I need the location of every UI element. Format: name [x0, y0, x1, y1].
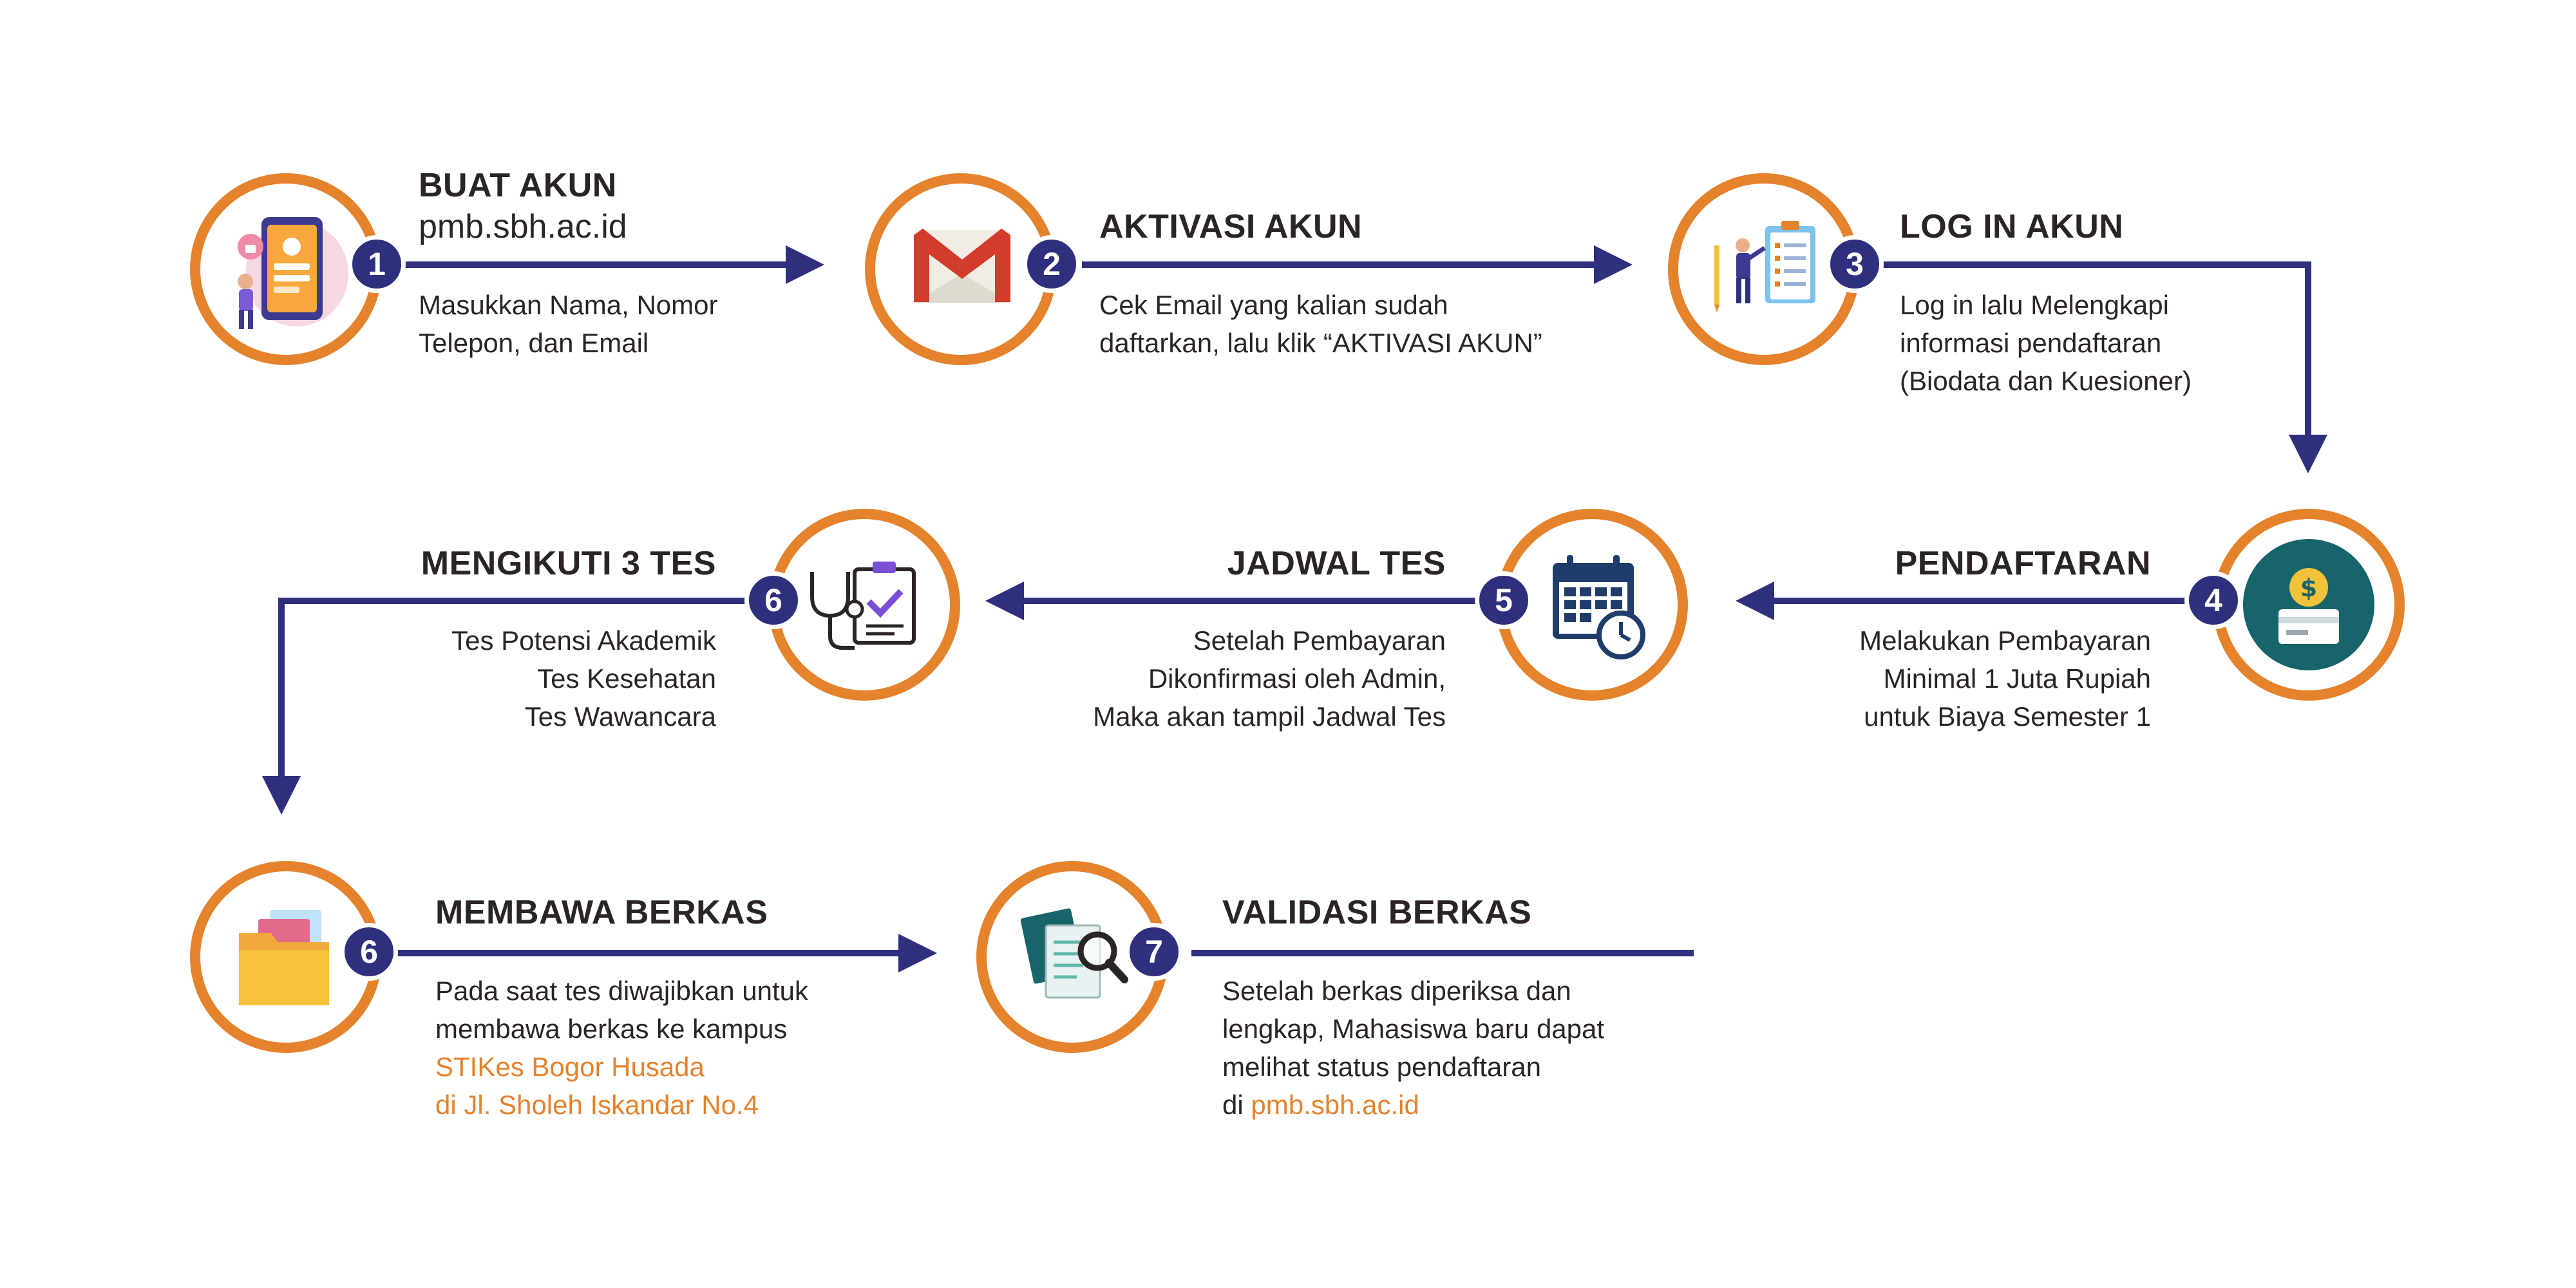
step-1-desc-line: Masukkan Nama, Nomor — [419, 290, 718, 320]
step-7-desc-prefix: di — [1222, 1090, 1251, 1120]
step-5-number: 5 — [1475, 571, 1533, 629]
step-7-desc-line: melihat status pendaftaran — [1222, 1052, 1541, 1082]
arrow-3-to-4 — [1880, 261, 2327, 473]
step-4-desc-line: Melakukan Pembayaran — [1859, 625, 2151, 656]
step-7-desc-line: lengkap, Mahasiswa baru dapat — [1222, 1014, 1605, 1044]
step-1-title: BUAT AKUN — [419, 167, 617, 204]
step-6b-title: MEMBAWA BERKAS — [435, 894, 768, 931]
step-6-desc-line: Tes Wawancara — [524, 701, 716, 732]
step-4-number: 4 — [2184, 571, 2242, 629]
step-1-desc-line: Telepon, dan Email — [419, 328, 649, 358]
step-4-desc-line: Minimal 1 Juta Rupiah — [1883, 663, 2151, 694]
step-2-desc-line: daftarkan, lalu klik “AKTIVASI AKUN” — [1099, 328, 1542, 358]
svg-text:$: $ — [2300, 574, 2317, 602]
step-3-number: 3 — [1826, 235, 1884, 293]
step-6b-desc-line: membawa berkas ke kampus — [435, 1014, 788, 1044]
payment-icon: $ — [2243, 539, 2374, 670]
calendar-clock-icon — [1553, 555, 1645, 659]
step-2-title: AKTIVASI AKUN — [1099, 208, 1363, 245]
step-6b-desc-line: Pada saat tes diwajibkan untuk — [435, 976, 809, 1006]
step-3-desc-line: (Biodata dan Kuesioner) — [1900, 366, 2192, 396]
step-7-url-link[interactable]: pmb.sbh.ac.id — [1251, 1090, 1419, 1120]
step-6-desc-line: Tes Kesehatan — [537, 663, 716, 694]
stethoscope-clipboard-icon — [810, 562, 916, 650]
step-3-desc-line: informasi pendaftaran — [1900, 328, 2162, 358]
step-2-number: 2 — [1023, 235, 1081, 293]
clipboard-person-icon — [1714, 221, 1815, 312]
step-7-title: VALIDASI BERKAS — [1222, 894, 1532, 931]
step-6b-description: Pada saat tes diwajibkan untuk membawa b… — [435, 972, 808, 1124]
document-search-icon — [1020, 908, 1128, 999]
step-2-description: Cek Email yang kalian sudah daftarkan, l… — [1099, 286, 1542, 362]
step-6-number: 6 — [744, 571, 802, 629]
step-5-description: Setelah Pembayaran Dikonfirmasi oleh Adm… — [1093, 621, 1446, 735]
step-4-description: Melakukan Pembayaran Minimal 1 Juta Rupi… — [1859, 621, 2151, 735]
step-1-description: Masukkan Nama, Nomor Telepon, dan Email — [419, 286, 717, 362]
step-6-desc-line: Tes Potensi Akademik — [451, 625, 716, 656]
step-4-circle: $ — [2213, 509, 2405, 701]
step-6-title: MENGIKUTI 3 TES — [421, 545, 716, 582]
step-1-number: 1 — [348, 235, 406, 293]
step-7-number: 7 — [1125, 923, 1183, 981]
phone-profile-icon — [238, 217, 348, 329]
step-6b-highlight-line: di Jl. Sholeh Iskandar No.4 — [435, 1090, 759, 1120]
step-5-circle — [1496, 509, 1688, 701]
step-5-desc-line: Setelah Pembayaran — [1193, 625, 1446, 656]
step-4-desc-line: untuk Biaya Semester 1 — [1864, 701, 2151, 732]
step-6-description: Tes Potensi Akademik Tes Kesehatan Tes W… — [451, 621, 716, 735]
step-2-desc-line: Cek Email yang kalian sudah — [1099, 290, 1448, 320]
arrow-6-to-6b — [262, 598, 763, 815]
step-5-desc-line: Maka akan tampil Jadwal Tes — [1093, 701, 1446, 732]
folder-icon — [239, 910, 329, 1005]
step-4-title: PENDAFTARAN — [1895, 545, 2151, 582]
step-5-title: JADWAL TES — [1227, 545, 1446, 582]
step-6b-number: 6 — [340, 923, 398, 981]
step-7-description: Setelah berkas diperiksa dan lengkap, Ma… — [1222, 972, 1604, 1124]
step-1-url: pmb.sbh.ac.id — [419, 208, 627, 245]
step-7-desc-last-line: di pmb.sbh.ac.id — [1222, 1086, 1604, 1124]
step-5-desc-line: Dikonfirmasi oleh Admin, — [1148, 663, 1446, 694]
step-3-description: Log in lalu Melengkapi informasi pendaft… — [1900, 286, 2192, 400]
gmail-icon — [914, 229, 1010, 303]
step-7-desc-line: Setelah berkas diperiksa dan — [1222, 976, 1571, 1006]
step-3-desc-line: Log in lalu Melengkapi — [1900, 290, 2169, 320]
step-6b-highlight-line: STIKes Bogor Husada — [435, 1052, 705, 1082]
step-3-title: LOG IN AKUN — [1900, 208, 2124, 245]
